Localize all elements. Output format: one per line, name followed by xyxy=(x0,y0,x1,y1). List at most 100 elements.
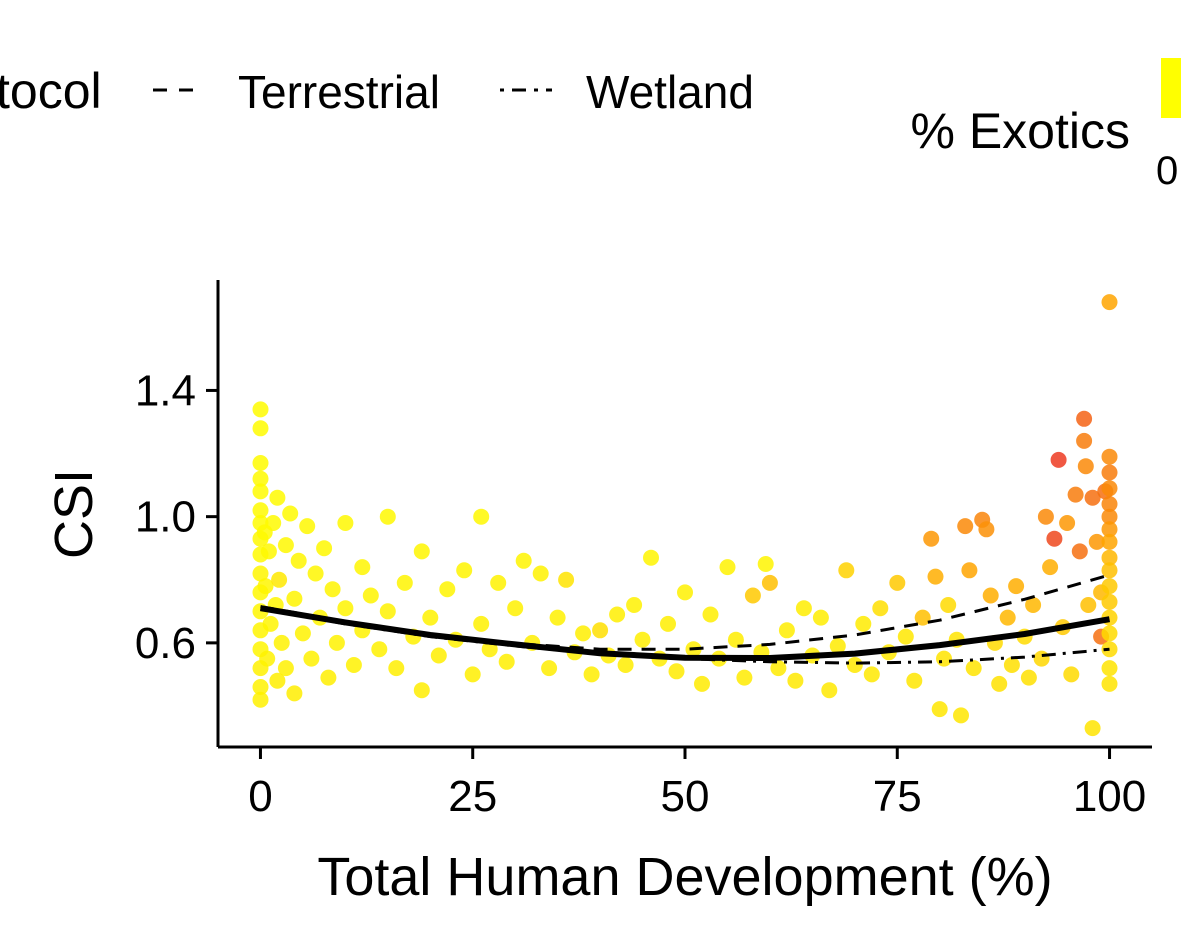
data-point xyxy=(626,597,643,613)
data-point xyxy=(846,657,863,673)
data-point xyxy=(413,682,430,699)
data-point xyxy=(269,672,286,689)
data-point xyxy=(324,581,341,598)
data-point xyxy=(345,657,362,673)
data-point xyxy=(558,571,575,588)
data-point xyxy=(337,515,354,531)
colorbar-title: % Exotics xyxy=(910,103,1130,159)
data-point xyxy=(362,587,379,604)
data-point xyxy=(273,634,290,651)
data-point xyxy=(422,609,439,626)
data-point xyxy=(1008,578,1025,595)
x-tick-label: 25 xyxy=(448,772,497,821)
data-point xyxy=(761,574,778,591)
data-point xyxy=(307,565,324,582)
data-point xyxy=(260,543,277,560)
data-point xyxy=(1101,480,1118,497)
data-point xyxy=(744,587,761,604)
data-point xyxy=(991,675,1008,692)
data-point xyxy=(889,574,906,591)
data-point xyxy=(290,552,307,569)
data-point xyxy=(1080,597,1097,613)
data-point xyxy=(1084,720,1101,737)
x-axis-title: Total Human Development (%) xyxy=(317,847,1052,907)
x-tick-label: 100 xyxy=(1073,772,1146,821)
data-point xyxy=(1063,666,1080,683)
colorbar-tick-label: 0 xyxy=(1156,149,1178,193)
fit-lines xyxy=(260,573,1111,665)
data-point xyxy=(252,455,269,471)
data-point xyxy=(388,660,405,677)
data-point xyxy=(549,609,566,626)
data-point xyxy=(541,660,558,677)
data-point xyxy=(464,666,481,683)
data-point xyxy=(320,669,337,686)
data-point xyxy=(1101,625,1118,642)
data-point xyxy=(770,660,787,677)
data-point xyxy=(354,559,371,576)
data-point xyxy=(778,622,795,639)
data-point xyxy=(1076,410,1093,427)
data-point xyxy=(1101,549,1118,566)
data-point xyxy=(316,540,333,557)
data-point xyxy=(1088,533,1105,550)
data-point xyxy=(906,672,923,689)
data-point xyxy=(872,600,889,617)
data-point xyxy=(265,515,282,531)
data-point xyxy=(262,615,279,632)
y-axis-title: CSI xyxy=(44,469,104,559)
data-point xyxy=(1101,508,1118,525)
legend-wetland-label: Wetland xyxy=(586,66,754,118)
data-point xyxy=(1101,533,1118,550)
data-point xyxy=(1101,562,1118,579)
data-point xyxy=(643,549,659,566)
data-point xyxy=(757,556,774,572)
legend-terrestrial-label: Terrestrial xyxy=(238,66,440,118)
data-point xyxy=(1101,578,1118,595)
axis-ticks: 0 25 50 75 100 0.6 1.0 1.4 xyxy=(135,366,1146,821)
y-tick-label: 1.4 xyxy=(135,366,196,415)
data-point xyxy=(294,625,311,642)
data-point xyxy=(252,401,269,418)
data-point xyxy=(1033,650,1050,667)
data-point xyxy=(498,653,515,670)
data-point xyxy=(269,489,286,506)
data-point xyxy=(1101,521,1118,538)
x-tick-label: 50 xyxy=(661,772,710,821)
data-point xyxy=(1037,508,1054,525)
data-point xyxy=(855,615,872,632)
y-tick-label: 0.6 xyxy=(135,619,196,668)
data-point xyxy=(337,600,354,617)
data-point xyxy=(634,631,651,648)
data-point xyxy=(257,578,274,595)
data-point xyxy=(1101,448,1118,465)
data-point xyxy=(252,502,269,519)
data-point xyxy=(957,518,974,535)
data-point xyxy=(668,663,685,680)
x-tick-label: 0 xyxy=(248,772,272,821)
data-point xyxy=(473,508,490,525)
data-point xyxy=(617,657,634,673)
fit-line-dotdash xyxy=(260,606,1110,665)
data-point xyxy=(371,641,388,658)
data-point xyxy=(299,518,316,535)
data-point xyxy=(787,672,804,689)
data-point xyxy=(897,628,914,645)
scatter-points xyxy=(252,294,1118,737)
data-point xyxy=(1046,530,1063,547)
data-point xyxy=(927,568,944,585)
data-point xyxy=(252,470,269,487)
data-point xyxy=(473,615,490,632)
data-point xyxy=(1042,559,1059,576)
data-point xyxy=(252,483,269,500)
data-point xyxy=(1020,669,1037,686)
data-point xyxy=(271,571,288,588)
data-point xyxy=(286,590,303,607)
data-point xyxy=(829,638,846,654)
data-point xyxy=(1101,294,1118,311)
data-point xyxy=(914,609,931,626)
data-point xyxy=(413,543,430,560)
data-point xyxy=(286,685,303,702)
data-point xyxy=(999,609,1016,626)
